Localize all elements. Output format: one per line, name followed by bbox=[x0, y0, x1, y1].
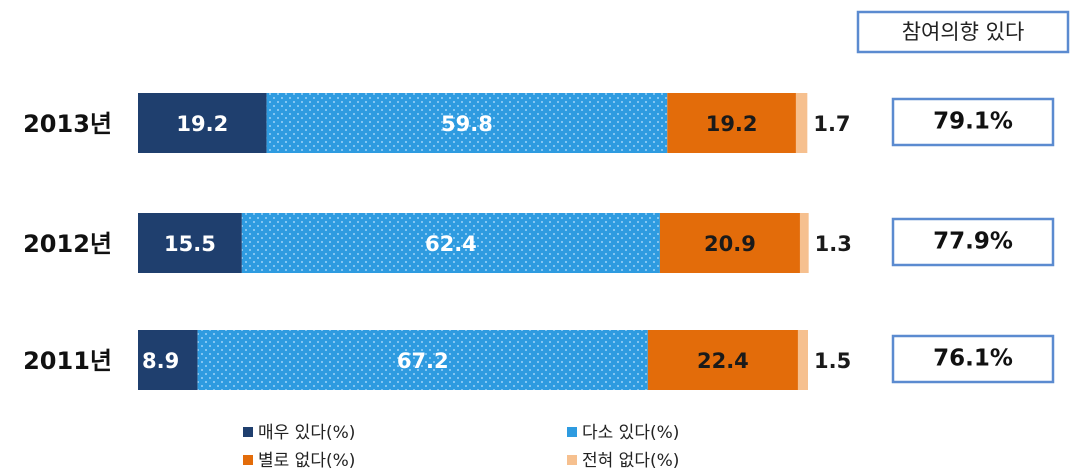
bar-texture bbox=[197, 330, 648, 390]
bar-segment bbox=[797, 330, 808, 390]
side-label: 77.9% bbox=[933, 229, 1013, 255]
data-label: 19.2 bbox=[176, 112, 228, 136]
bar-segment bbox=[647, 330, 798, 390]
bar-segment bbox=[138, 330, 198, 390]
bar-segment bbox=[138, 213, 242, 273]
legend-label: 전혀 없다(%) bbox=[582, 451, 679, 471]
legend-swatch bbox=[243, 427, 253, 437]
data-label: 1.7 bbox=[813, 112, 850, 136]
data-label: 59.8 bbox=[441, 112, 493, 136]
category-label: 2011년 bbox=[23, 347, 112, 375]
legend-label: 별로 없다(%) bbox=[258, 451, 355, 471]
data-label: 22.4 bbox=[697, 349, 749, 373]
side-label: 79.1% bbox=[933, 109, 1013, 135]
data-label: 67.2 bbox=[397, 349, 449, 373]
legend-label: 매우 있다(%) bbox=[258, 423, 355, 443]
data-label: 8.9 bbox=[142, 349, 179, 373]
side-label: 76.1% bbox=[933, 346, 1013, 372]
category-label: 2012년 bbox=[23, 230, 112, 258]
legend-label: 다소 있다(%) bbox=[582, 423, 679, 443]
side-box bbox=[891, 97, 1055, 147]
legend-swatch bbox=[243, 455, 253, 465]
legend-swatch bbox=[567, 427, 577, 437]
data-label: 1.3 bbox=[815, 232, 852, 256]
data-label: 15.5 bbox=[164, 232, 216, 256]
bar-texture bbox=[266, 93, 668, 153]
bar-segment bbox=[667, 93, 796, 153]
bar-segment bbox=[795, 93, 808, 153]
data-label: 1.5 bbox=[814, 349, 851, 373]
side-title: 참여의향 있다 bbox=[902, 20, 1025, 44]
legend-swatch bbox=[567, 455, 577, 465]
bar-segment bbox=[799, 213, 809, 273]
data-label: 19.2 bbox=[706, 112, 758, 136]
bar-segment bbox=[659, 213, 800, 273]
data-label: 20.9 bbox=[704, 232, 756, 256]
data-label: 62.4 bbox=[425, 232, 477, 256]
side-box bbox=[891, 217, 1055, 267]
side-box bbox=[891, 334, 1055, 384]
category-label: 2013년 bbox=[23, 110, 112, 138]
side-title-box bbox=[856, 10, 1070, 54]
bar-texture bbox=[241, 213, 660, 273]
bar-segment bbox=[138, 93, 267, 153]
